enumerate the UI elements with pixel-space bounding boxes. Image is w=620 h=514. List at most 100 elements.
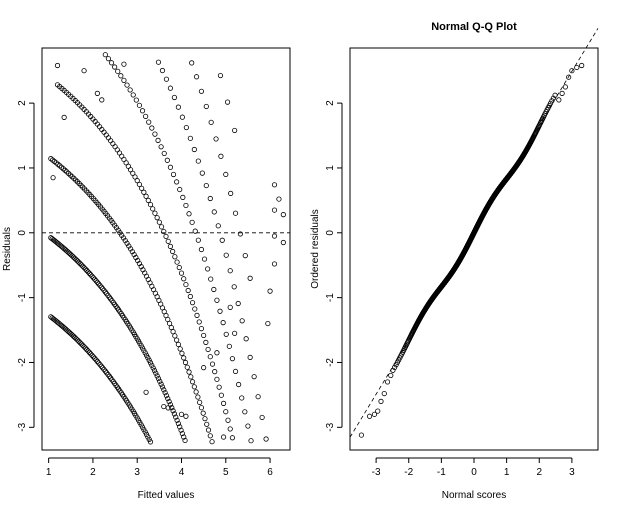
- qq-point: [549, 98, 555, 104]
- qq-point: [384, 379, 391, 385]
- residual-point: [93, 357, 99, 363]
- residual-point: [196, 319, 202, 325]
- residual-point: [209, 439, 215, 445]
- residual-point: [73, 336, 79, 342]
- residual-point: [151, 367, 158, 374]
- residual-point: [192, 306, 198, 312]
- residuals-y-tick-label: -3: [17, 422, 28, 431]
- residual-point: [183, 124, 189, 131]
- qq-point: [358, 432, 365, 438]
- residual-point: [174, 179, 180, 185]
- residual-point: [213, 136, 219, 142]
- residual-point: [174, 259, 180, 265]
- residual-point: [201, 256, 208, 262]
- residual-point: [50, 175, 56, 181]
- residual-point: [208, 276, 214, 282]
- residual-point: [211, 209, 217, 215]
- residual-point: [180, 194, 186, 200]
- residual-point: [178, 427, 184, 433]
- residual-point: [78, 262, 85, 268]
- residual-point: [136, 102, 143, 108]
- residuals-x-tick-label: 1: [46, 467, 52, 478]
- residual-point: [212, 369, 218, 375]
- residual-point: [90, 354, 96, 360]
- residual-point: [164, 157, 170, 163]
- qq-y-tick-label: -3: [325, 422, 336, 431]
- residual-point: [242, 253, 248, 259]
- residual-point: [228, 190, 234, 196]
- residuals-points: [48, 52, 286, 445]
- qq-point: [574, 64, 580, 71]
- residual-point: [80, 342, 86, 348]
- qq-point: [393, 362, 399, 368]
- residual-point: [243, 336, 249, 342]
- residual-point: [248, 438, 254, 444]
- residual-point: [201, 365, 207, 371]
- residual-point: [139, 185, 145, 191]
- residual-point: [185, 287, 191, 294]
- residual-point: [143, 193, 149, 199]
- residual-point: [82, 345, 89, 351]
- residual-point: [183, 281, 189, 288]
- residual-point: [214, 297, 220, 303]
- residual-point: [197, 399, 203, 405]
- residual-point: [226, 343, 232, 349]
- residual-point: [155, 137, 161, 143]
- residuals-x-axis: 1 2 3 4 5 6: [46, 457, 273, 478]
- residual-point: [146, 357, 152, 363]
- residual-point: [86, 270, 92, 276]
- residual-point: [182, 437, 188, 444]
- qq-point: [366, 413, 373, 419]
- residual-point: [175, 341, 181, 348]
- residual-point: [156, 219, 162, 225]
- residual-point: [161, 150, 167, 157]
- residual-point: [232, 368, 239, 375]
- qq-x-axis: -3 -2 -1 0 1 2 3: [372, 457, 575, 478]
- residual-point: [276, 196, 282, 202]
- residuals-x-axis-label: Fitted values: [138, 490, 195, 501]
- qq-x-tick-label: 0: [471, 467, 477, 478]
- residuals-y-tick-label: 0: [17, 230, 28, 236]
- residual-point: [198, 326, 205, 332]
- residual-point: [158, 144, 164, 150]
- qq-y-tick-label: -2: [325, 358, 336, 367]
- residual-point: [145, 197, 151, 203]
- residual-point: [74, 258, 81, 264]
- residual-point: [198, 405, 205, 411]
- residual-point: [72, 334, 78, 340]
- qq-y-tick-label: 1: [325, 165, 336, 171]
- residual-point: [147, 201, 154, 208]
- residual-point: [202, 416, 208, 422]
- qq-x-tick-label: -1: [437, 467, 446, 478]
- residual-point: [199, 170, 205, 176]
- residual-point: [188, 374, 194, 380]
- qq-plot-title: Normal Q-Q Plot: [431, 21, 517, 33]
- residual-point: [96, 360, 102, 366]
- residual-point: [74, 337, 81, 343]
- residual-point: [179, 114, 185, 120]
- residual-point: [133, 97, 139, 103]
- residual-point: [225, 417, 231, 423]
- residual-point: [218, 153, 224, 159]
- residual-point: [149, 125, 155, 131]
- residual-point: [139, 108, 146, 114]
- residual-point: [130, 92, 136, 98]
- residual-point: [121, 77, 127, 83]
- residual-point: [110, 141, 116, 147]
- residual-point: [191, 384, 197, 390]
- residual-point: [112, 64, 118, 70]
- residual-point: [61, 114, 67, 120]
- residual-point: [78, 341, 85, 347]
- residual-point: [145, 355, 151, 361]
- residual-point: [174, 337, 180, 343]
- residuals-x-tick-label: 4: [179, 467, 185, 478]
- residual-point: [143, 431, 150, 437]
- residual-point: [158, 224, 165, 230]
- residual-point: [205, 427, 212, 433]
- residual-point: [147, 439, 154, 445]
- residual-point: [159, 384, 166, 390]
- residual-point: [81, 344, 87, 350]
- residual-point: [170, 171, 177, 178]
- residual-point: [85, 269, 91, 275]
- residual-point: [219, 237, 225, 243]
